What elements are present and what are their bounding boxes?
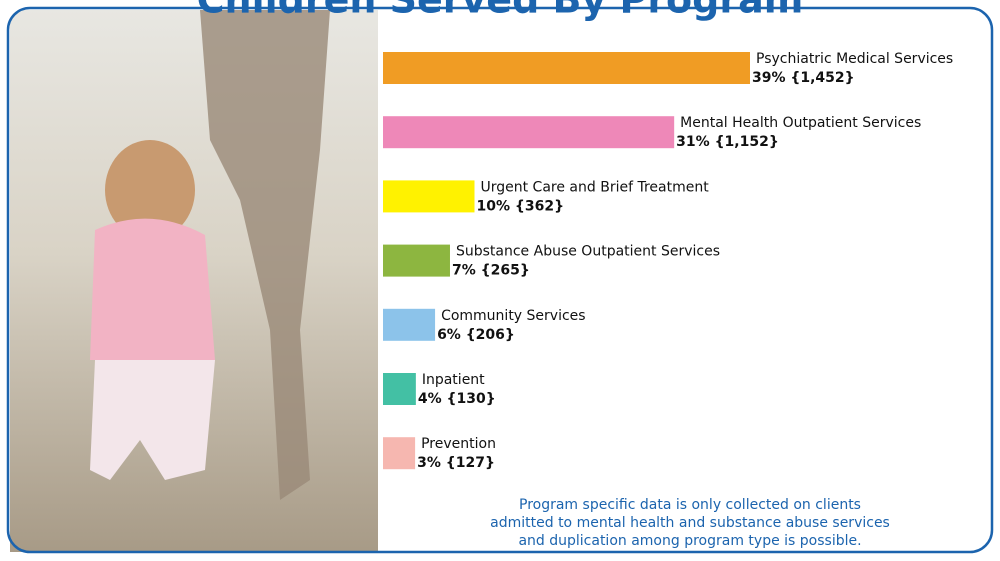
- value-label: 4% {130}: [418, 391, 496, 407]
- bar: [383, 244, 450, 277]
- percent-label: 39%: [752, 70, 786, 86]
- count-label: {130}: [447, 391, 496, 407]
- value-label: 39% {1,452}: [752, 70, 855, 86]
- bar: [383, 116, 675, 149]
- value-label: 10% {362}: [476, 198, 564, 214]
- category-label: Substance Abuse Outpatient Services: [456, 244, 720, 260]
- value-label: 7% {265}: [452, 263, 530, 279]
- bar: [383, 52, 750, 84]
- category-label: Inpatient: [422, 372, 485, 388]
- count-label: {265}: [481, 263, 530, 279]
- bar: [383, 373, 416, 405]
- chart-title: Children Served By Program: [197, 0, 804, 22]
- percent-label: 4%: [418, 391, 442, 407]
- note: Program specific data is only collected …: [519, 497, 861, 513]
- category-label: Urgent Care and Brief Treatment: [480, 179, 709, 195]
- category-label: Community Services: [441, 308, 586, 324]
- value-label: 3% {127}: [417, 455, 495, 471]
- value-label: 6% {206}: [437, 327, 515, 343]
- count-label: {362}: [515, 198, 564, 214]
- note: admitted to mental health and substance …: [490, 515, 890, 531]
- count-label: {206}: [466, 327, 515, 343]
- bar: [383, 308, 436, 341]
- category-label: Mental Health Outpatient Services: [680, 115, 921, 131]
- percent-label: 6%: [437, 327, 461, 343]
- percent-label: 10%: [476, 198, 510, 214]
- percent-label: 7%: [452, 263, 476, 279]
- count-label: {1,152}: [715, 134, 779, 150]
- note: and duplication among program type is po…: [518, 533, 861, 549]
- count-label: {127}: [446, 455, 495, 471]
- frame: [6, 6, 994, 554]
- category-label: Psychiatric Medical Services: [756, 51, 953, 67]
- value-label: 31% {1,152}: [676, 134, 779, 150]
- percent-label: 31%: [676, 134, 710, 150]
- count-label: {1,452}: [790, 70, 854, 86]
- percent-label: 3%: [417, 455, 441, 471]
- category-label: Prevention: [421, 436, 496, 452]
- bar: [383, 437, 416, 470]
- bar: [383, 180, 475, 213]
- photo: [10, 10, 378, 552]
